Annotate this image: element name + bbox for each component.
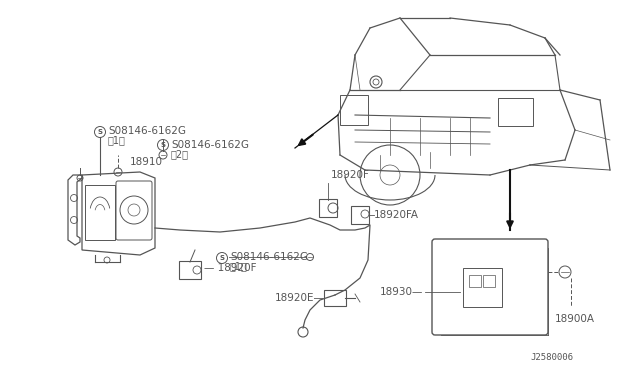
Text: 18920F: 18920F: [331, 170, 370, 180]
Text: S08146-6162G: S08146-6162G: [108, 126, 186, 136]
Text: 〈1〉: 〈1〉: [108, 135, 126, 145]
Text: S: S: [220, 255, 225, 261]
Text: S: S: [161, 142, 166, 148]
Text: J2580006: J2580006: [530, 353, 573, 362]
Text: 18900A: 18900A: [555, 314, 595, 324]
Text: 18930—: 18930—: [380, 287, 424, 297]
Text: 〈1〉: 〈1〉: [230, 261, 248, 271]
Text: S08146-6162G: S08146-6162G: [230, 252, 308, 262]
Text: 18920E—: 18920E—: [275, 293, 325, 303]
Text: 18910: 18910: [130, 157, 163, 167]
Text: 〈2〉: 〈2〉: [171, 149, 189, 159]
Text: S08146-6162G: S08146-6162G: [171, 140, 249, 150]
Text: 18920FA: 18920FA: [374, 210, 419, 220]
Text: S: S: [97, 129, 102, 135]
Text: — 18920F: — 18920F: [204, 263, 257, 273]
